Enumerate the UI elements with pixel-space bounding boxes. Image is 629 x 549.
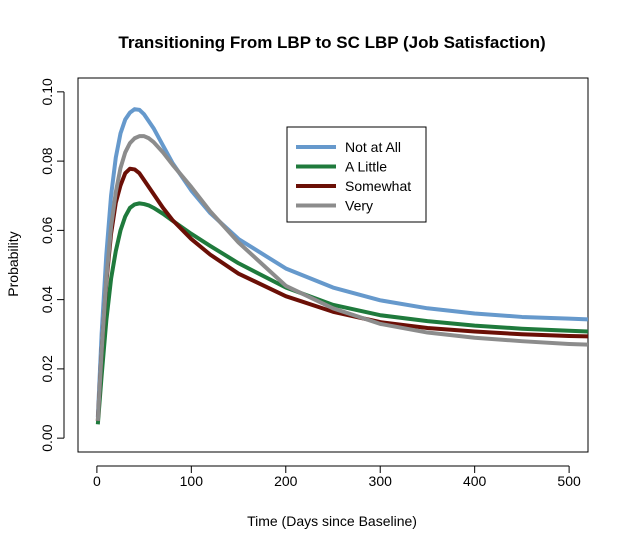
y-tick-label: 0.00 [39, 424, 55, 451]
legend-label: Somewhat [345, 178, 411, 194]
series-line-a-little [95, 201, 588, 425]
y-axis-label: Probability [5, 231, 21, 296]
x-tick-label: 500 [557, 473, 581, 489]
legend-label: Very [345, 198, 373, 214]
plot-frame [77, 77, 589, 453]
legend-label: Not at All [345, 139, 401, 155]
series-group [95, 107, 588, 425]
x-tick-label: 100 [180, 473, 204, 489]
series-line-not-at-all [95, 107, 588, 418]
legend: Not at All A Little Somewhat Very [286, 126, 427, 223]
y-tick-label: 0.02 [39, 355, 55, 382]
y-tick-label: 0.04 [39, 286, 55, 313]
x-tick-label: 0 [93, 473, 101, 489]
x-axis-label: Time (Days since Baseline) [247, 513, 417, 529]
chart-title: Transitioning From LBP to SC LBP (Job Sa… [118, 33, 545, 52]
legend-label: A Little [345, 159, 387, 175]
x-tick-label: 400 [463, 473, 487, 489]
y-tick-label: 0.06 [39, 217, 55, 244]
series-line-very [95, 134, 588, 421]
y-tick-label: 0.10 [39, 78, 55, 105]
x-tick-label: 200 [274, 473, 298, 489]
x-tick-label: 300 [369, 473, 393, 489]
plot-area: 0 100 200 300 400 500 0.00 0.02 0.04 0.06 0.08 0.10 [39, 77, 589, 489]
y-tick-label: 0.08 [39, 147, 55, 174]
